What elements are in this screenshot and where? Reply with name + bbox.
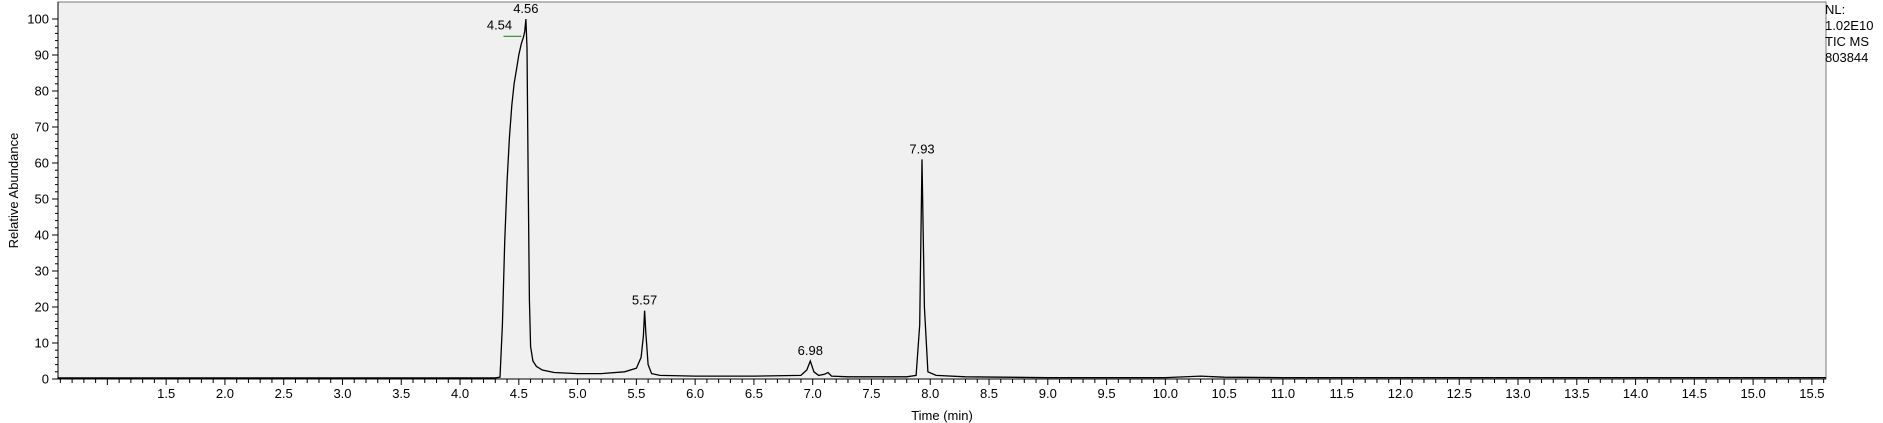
y-tick-label: 40	[35, 228, 49, 243]
plot-area	[57, 1, 1827, 380]
y-axis-title: Relative Abundance	[6, 133, 21, 249]
y-tick-label: 70	[35, 120, 49, 135]
y-tick-label: 60	[35, 156, 49, 171]
x-tick-label: 7.5	[862, 386, 880, 401]
x-tick-label: 4.5	[510, 386, 528, 401]
peak-label: 6.98	[798, 343, 823, 358]
x-tick-label: 3.5	[392, 386, 410, 401]
peak-label: 4.54	[487, 17, 512, 32]
x-tick-label: 13.5	[1564, 386, 1589, 401]
info-nl-label: NL:	[1825, 2, 1846, 17]
x-tick-label: 4.0	[451, 386, 469, 401]
x-tick-label: 12.5	[1447, 386, 1472, 401]
x-tick-label: 6.5	[745, 386, 763, 401]
x-tick-label: 3.0	[333, 386, 351, 401]
y-tick-label: 90	[35, 48, 49, 63]
x-tick-label: 2.5	[275, 386, 293, 401]
x-tick-label: 11.0	[1271, 386, 1295, 401]
info-nl-value: 1.02E10	[1825, 18, 1874, 33]
x-tick-label: 8.0	[921, 386, 939, 401]
y-tick-label: 100	[27, 12, 49, 27]
x-tick-label: 5.5	[627, 386, 645, 401]
info-file-id: 803844	[1825, 50, 1869, 65]
x-tick-label: 1.5	[157, 386, 175, 401]
axis-ticks	[52, 2, 1826, 385]
y-tick-label: 20	[35, 300, 49, 315]
y-tick-label: 0	[42, 372, 49, 387]
axis-tick-labels: 1.5 2.0 2.5 3.0 3.5 4.0 4.5 5.0 5.5 6.0 6.5 7.0 7.5 8…	[27, 12, 1824, 402]
peak-label: 4.56	[513, 1, 538, 16]
peak-label: 5.57	[632, 293, 657, 308]
y-tick-label: 80	[35, 84, 49, 99]
y-tick-label: 50	[35, 192, 49, 207]
y-tick-label: 10	[35, 336, 49, 351]
x-tick-label: 9.5	[1098, 386, 1116, 401]
x-tick-label: 14.5	[1682, 386, 1707, 401]
x-axis-title: Time (min)	[911, 408, 973, 423]
x-tick-label: 14.0	[1623, 386, 1648, 401]
peak-label: 7.93	[909, 141, 934, 156]
x-tick-label: 15.0	[1740, 386, 1765, 401]
x-tick-label: 15.5	[1799, 386, 1824, 401]
x-tick-label: 10.0	[1153, 386, 1178, 401]
x-tick-label: 6.0	[686, 386, 704, 401]
peak-annotations: 4.564.54 5.57 6.98 7.93	[487, 1, 935, 358]
x-tick-label: 5.0	[569, 386, 587, 401]
x-tick-label: 11.5	[1330, 386, 1354, 401]
x-tick-label: 10.5	[1211, 386, 1236, 401]
x-tick-label: 8.5	[980, 386, 998, 401]
normalization-info: NL: 1.02E10 TIC MS 803844	[1825, 2, 1873, 66]
x-tick-label: 12.0	[1388, 386, 1413, 401]
x-tick-label: 7.0	[804, 386, 822, 401]
x-tick-label: 13.0	[1505, 386, 1530, 401]
x-tick-label: 9.0	[1039, 386, 1057, 401]
y-tick-label: 30	[35, 264, 49, 279]
series-line-tic	[58, 18, 1826, 379]
info-scan-filter: TIC MS	[1825, 34, 1870, 49]
x-tick-label: 2.0	[216, 386, 234, 401]
